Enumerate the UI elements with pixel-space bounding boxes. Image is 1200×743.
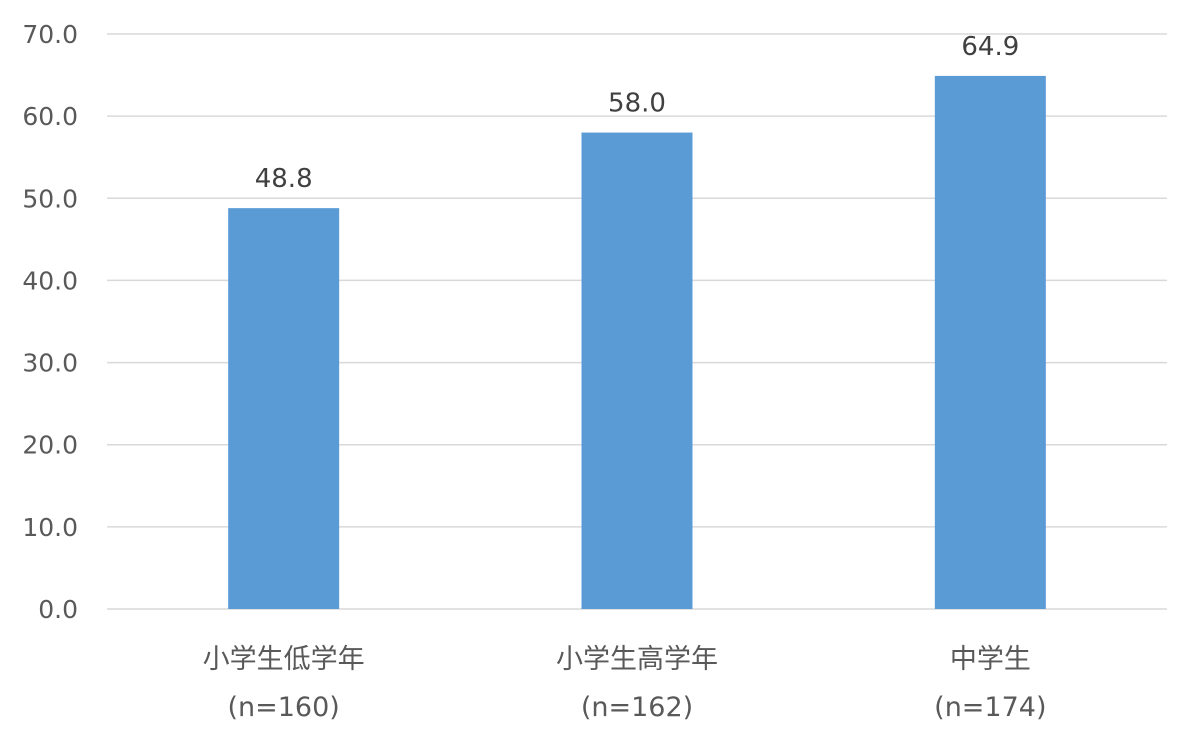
bar: [934, 75, 1046, 609]
category-sample-size: (n=174): [934, 692, 1046, 723]
bars: [228, 75, 1046, 610]
y-tick-label: 0.0: [38, 595, 78, 624]
y-tick-label: 30.0: [22, 349, 78, 378]
y-tick-label: 50.0: [22, 184, 78, 213]
data-labels: 48.8 58.0 64.9: [255, 32, 1020, 194]
y-tick-label: 40.0: [22, 266, 78, 295]
category-label: 小学生高学年: [556, 644, 718, 675]
data-label: 64.9: [961, 32, 1019, 62]
y-axis-tick-labels: 0.0 10.0 20.0 30.0 40.0 50.0 60.0 70.0: [22, 20, 78, 624]
bar: [228, 208, 340, 609]
y-tick-label: 60.0: [22, 102, 78, 131]
category-label: 中学生: [950, 644, 1031, 675]
category-labels: 小学生低学年 (n=160) 小学生高学年 (n=162) 中学生 (n=174): [203, 644, 1047, 723]
bar: [581, 132, 693, 610]
data-label: 58.0: [608, 89, 666, 119]
category-sample-size: (n=162): [581, 692, 693, 723]
y-tick-label: 70.0: [22, 20, 78, 49]
y-tick-label: 10.0: [22, 513, 78, 542]
category-label: 小学生低学年: [203, 644, 365, 675]
category-sample-size: (n=160): [227, 692, 339, 723]
y-tick-label: 20.0: [22, 431, 78, 460]
data-label: 48.8: [255, 164, 313, 194]
